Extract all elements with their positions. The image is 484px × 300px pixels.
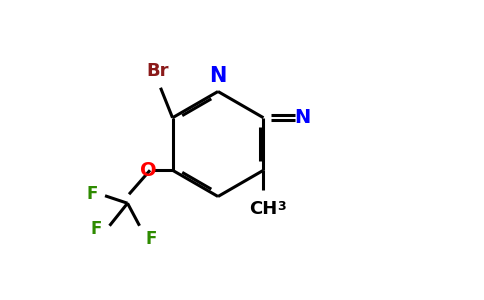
Text: O: O: [140, 161, 157, 180]
Text: F: F: [86, 185, 98, 203]
Text: CH: CH: [249, 200, 278, 218]
Text: F: F: [146, 230, 157, 248]
Text: Br: Br: [146, 62, 169, 80]
Text: N: N: [294, 108, 311, 127]
Text: N: N: [209, 66, 227, 86]
Text: F: F: [91, 220, 102, 238]
Text: 3: 3: [277, 200, 286, 213]
